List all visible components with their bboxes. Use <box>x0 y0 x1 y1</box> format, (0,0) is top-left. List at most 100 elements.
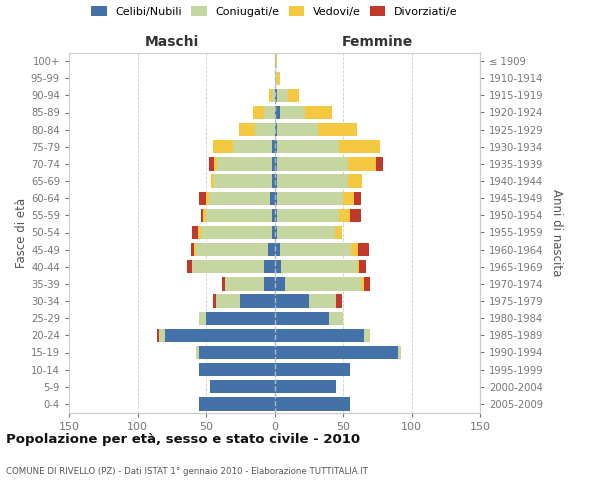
Bar <box>263 277 275 290</box>
Bar <box>269 88 272 102</box>
Bar <box>275 312 329 325</box>
Bar <box>275 140 277 153</box>
Bar <box>350 208 361 222</box>
Bar <box>263 260 275 274</box>
Bar <box>305 106 332 119</box>
Bar <box>275 106 280 119</box>
Bar <box>200 226 272 239</box>
Bar <box>354 192 361 205</box>
Bar <box>275 346 398 359</box>
Bar <box>275 88 277 102</box>
Bar <box>209 157 214 170</box>
Bar <box>339 140 380 153</box>
Bar <box>211 174 214 188</box>
Bar <box>199 363 275 376</box>
Bar <box>223 277 225 290</box>
Bar <box>160 328 165 342</box>
Bar <box>199 312 206 325</box>
Bar <box>206 208 272 222</box>
Bar <box>268 243 275 256</box>
Text: Femmine: Femmine <box>341 35 413 49</box>
Bar <box>275 192 277 205</box>
Bar <box>349 174 362 188</box>
Bar <box>206 192 209 205</box>
Bar <box>203 208 206 222</box>
Bar <box>275 260 281 274</box>
Bar <box>215 294 240 308</box>
Bar <box>272 157 275 170</box>
Bar <box>281 260 357 274</box>
Bar <box>277 140 339 153</box>
Bar <box>358 243 369 256</box>
Legend: Celibi/Nubili, Coniugati/e, Vedovi/e, Divorziati/e: Celibi/Nubili, Coniugati/e, Vedovi/e, Di… <box>91 6 458 16</box>
Bar <box>194 243 196 256</box>
Bar <box>335 226 341 239</box>
Bar <box>275 208 277 222</box>
Text: Maschi: Maschi <box>145 35 199 49</box>
Bar <box>398 346 401 359</box>
Bar <box>277 157 349 170</box>
Bar <box>361 277 364 290</box>
Bar <box>275 54 277 68</box>
Bar <box>233 140 272 153</box>
Bar <box>272 88 275 102</box>
Y-axis label: Fasce di età: Fasce di età <box>15 198 28 268</box>
Bar <box>275 397 350 410</box>
Bar <box>198 226 200 239</box>
Bar <box>309 294 336 308</box>
Bar <box>277 88 288 102</box>
Bar <box>277 174 349 188</box>
Bar <box>225 277 263 290</box>
Bar <box>214 174 272 188</box>
Bar <box>213 140 233 153</box>
Bar <box>280 106 305 119</box>
Bar <box>193 260 263 274</box>
Bar <box>213 294 215 308</box>
Bar <box>329 312 343 325</box>
Bar <box>336 294 341 308</box>
Bar <box>275 277 286 290</box>
Bar <box>275 294 309 308</box>
Bar <box>364 277 370 290</box>
Bar <box>214 157 217 170</box>
Bar <box>199 346 275 359</box>
Bar <box>280 243 351 256</box>
Bar <box>191 243 194 256</box>
Bar <box>275 380 336 394</box>
Bar <box>277 123 319 136</box>
Bar <box>209 192 271 205</box>
Bar <box>339 208 350 222</box>
Bar <box>277 72 280 85</box>
Bar <box>286 277 361 290</box>
Bar <box>275 123 277 136</box>
Bar <box>199 192 206 205</box>
Bar <box>277 226 335 239</box>
Bar <box>206 312 275 325</box>
Bar <box>200 208 203 222</box>
Bar <box>272 226 275 239</box>
Bar <box>364 328 370 342</box>
Bar <box>275 72 277 85</box>
Bar <box>356 260 359 274</box>
Bar <box>210 380 275 394</box>
Bar <box>277 192 343 205</box>
Text: Popolazione per età, sesso e stato civile - 2010: Popolazione per età, sesso e stato civil… <box>6 432 360 446</box>
Bar <box>263 106 275 119</box>
Bar <box>187 260 193 274</box>
Bar <box>217 157 272 170</box>
Y-axis label: Anni di nascita: Anni di nascita <box>550 189 563 276</box>
Bar <box>196 243 268 256</box>
Bar <box>275 243 280 256</box>
Text: COMUNE DI RIVELLO (PZ) - Dati ISTAT 1° gennaio 2010 - Elaborazione TUTTITALIA.IT: COMUNE DI RIVELLO (PZ) - Dati ISTAT 1° g… <box>6 468 368 476</box>
Bar <box>351 243 358 256</box>
Bar <box>240 294 275 308</box>
Bar <box>272 140 275 153</box>
Bar <box>288 88 299 102</box>
Bar <box>277 208 339 222</box>
Bar <box>376 157 383 170</box>
Bar <box>319 123 357 136</box>
Bar <box>157 328 160 342</box>
Bar <box>239 123 256 136</box>
Bar <box>165 328 275 342</box>
Bar <box>359 260 366 274</box>
